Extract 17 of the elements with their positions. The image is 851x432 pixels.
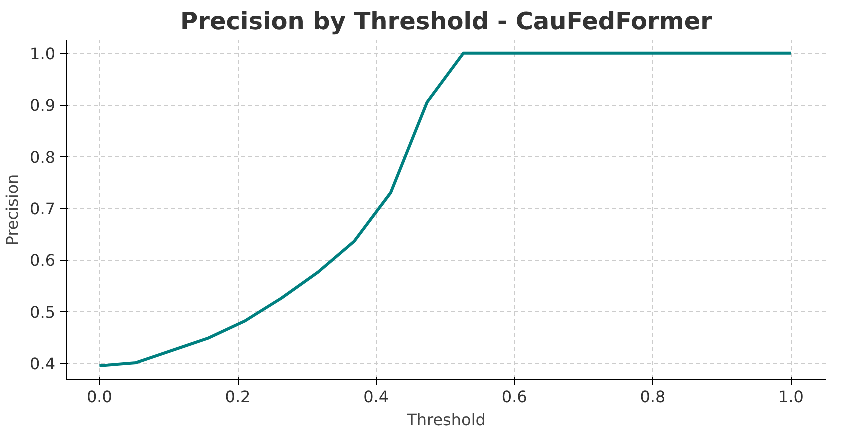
y-tick-label: 1.0: [30, 44, 56, 64]
y-tick-label: 0.6: [30, 251, 56, 270]
x-tick-label: 1.0: [778, 388, 804, 406]
x-tick-label: 0.2: [225, 388, 251, 406]
x-tick-label: 0.0: [86, 388, 112, 406]
y-tick-label: 0.7: [30, 199, 56, 218]
line-series: [98, 52, 793, 368]
y-tick-label: 0.9: [30, 96, 56, 116]
y-tick-label: 0.4: [30, 354, 56, 374]
chart-title: Precision by Threshold - CauFedFormer: [180, 8, 713, 36]
y-tick-label: 0.8: [30, 148, 56, 167]
y-axis-title: Precision: [3, 174, 22, 246]
y-tick-label: 0.5: [30, 302, 56, 322]
x-tick-label: 0.8: [640, 388, 666, 406]
x-tick-label: 0.6: [502, 388, 528, 406]
x-axis-title: Threshold: [406, 410, 486, 430]
x-tick-label: 0.4: [364, 388, 390, 406]
